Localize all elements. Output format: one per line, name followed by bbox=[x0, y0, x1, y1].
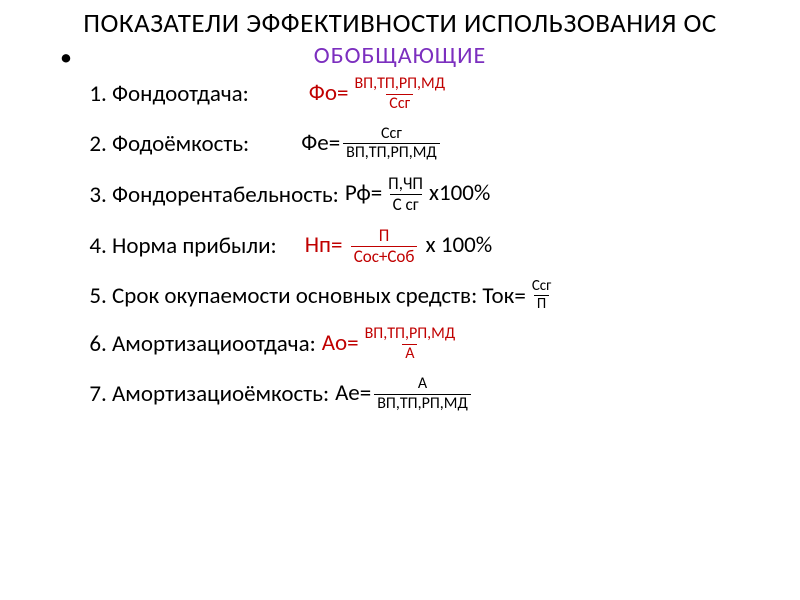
list-item: Фондорентабельность: Рф= П,ЧП С сг х100% bbox=[112, 175, 770, 214]
formula-suffix: х100% bbox=[429, 179, 490, 207]
fraction: А ВП,ТП,РП,МД bbox=[374, 376, 471, 413]
formula-lhs: Нп bbox=[305, 231, 331, 259]
numerator: ВП,ТП,РП,МД bbox=[351, 76, 448, 94]
slide-title: ПОКАЗАТЕЛИ ЭФФЕКТИВНОСТИ ИСПОЛЬЗОВАНИЯ О… bbox=[30, 8, 770, 39]
formula: Нп= П Сос+Соб х 100% bbox=[305, 227, 493, 266]
term-label: Срок окупаемости основных средств: Ток= bbox=[112, 282, 526, 310]
formula-lhs: Ао bbox=[322, 329, 347, 357]
term-label: Фодоёмкость: bbox=[112, 130, 249, 158]
formula: Фе= Ссг ВП,ТП,РП,МД bbox=[301, 126, 443, 163]
list-item: Амортизациоёмкость: Ае= А ВП,ТП,РП,МД bbox=[112, 376, 770, 413]
denominator: С сг bbox=[390, 194, 422, 214]
formula-suffix: х 100% bbox=[420, 231, 492, 259]
formula-lhs: Ае bbox=[335, 378, 360, 406]
term-label: Амортизациоотдача: bbox=[112, 330, 316, 358]
slide: ПОКАЗАТЕЛИ ЭФФЕКТИВНОСТИ ИСПОЛЬЗОВАНИЯ О… bbox=[0, 0, 800, 600]
denominator: А bbox=[402, 344, 417, 363]
denominator: ВП,ТП,РП,МД bbox=[374, 394, 471, 413]
fraction: П Сос+Соб bbox=[351, 227, 418, 266]
numerator: П bbox=[376, 227, 393, 246]
list-item: Фодоёмкость: Фе= Ссг ВП,ТП,РП,МД bbox=[112, 126, 770, 163]
subtitle-row: • ОБОБЩАЮЩИЕ bbox=[30, 41, 770, 70]
numerator: Ссг bbox=[529, 279, 555, 296]
fraction: Ссг П bbox=[529, 279, 555, 314]
formula: Ссг П bbox=[526, 279, 558, 314]
formula-lhs: Фо bbox=[309, 79, 337, 107]
denominator: П bbox=[534, 295, 549, 313]
denominator: Ссг bbox=[386, 94, 413, 113]
subtitle: ОБОБЩАЮЩИЕ bbox=[314, 41, 486, 70]
formula: Ае= А ВП,ТП,РП,МД bbox=[335, 376, 474, 413]
formula: Ао= ВП,ТП,РП,МД А bbox=[322, 326, 461, 363]
term-label: Норма прибыли: bbox=[112, 232, 277, 260]
bullet-icon: • bbox=[60, 43, 72, 72]
fraction: ВП,ТП,РП,МД Ссг bbox=[351, 76, 448, 113]
list-item: Норма прибыли: Нп= П Сос+Соб х 100% bbox=[112, 227, 770, 266]
list-item: Срок окупаемости основных средств: Ток= … bbox=[112, 279, 770, 314]
numerator: П,ЧП bbox=[385, 175, 426, 194]
list-item: Фондоотдача: Фо= ВП,ТП,РП,МД Ссг bbox=[112, 76, 770, 113]
formula-lhs: Фе bbox=[301, 128, 328, 156]
list-item: Амортизациоотдача: Ао= ВП,ТП,РП,МД А bbox=[112, 326, 770, 363]
denominator: ВП,ТП,РП,МД bbox=[343, 143, 440, 162]
formula-list: Фондоотдача: Фо= ВП,ТП,РП,МД Ссг Фодоёмк… bbox=[30, 76, 770, 412]
denominator: Сос+Соб bbox=[351, 246, 418, 266]
numerator: А bbox=[415, 376, 430, 394]
fraction: П,ЧП С сг bbox=[385, 175, 426, 214]
term-label: Амортизациоёмкость: bbox=[112, 380, 329, 408]
formula: Фо= ВП,ТП,РП,МД Ссг bbox=[309, 76, 451, 113]
formula-lhs: Рф bbox=[345, 179, 371, 207]
term-label: Фондоотдача: bbox=[112, 80, 249, 108]
numerator: ВП,ТП,РП,МД bbox=[362, 326, 459, 344]
term-label: Фондорентабельность: bbox=[112, 181, 339, 209]
numerator: Ссг bbox=[378, 126, 405, 144]
fraction: ВП,ТП,РП,МД А bbox=[362, 326, 459, 363]
formula: Рф= П,ЧП С сг х100% bbox=[345, 175, 491, 214]
fraction: Ссг ВП,ТП,РП,МД bbox=[343, 126, 440, 163]
